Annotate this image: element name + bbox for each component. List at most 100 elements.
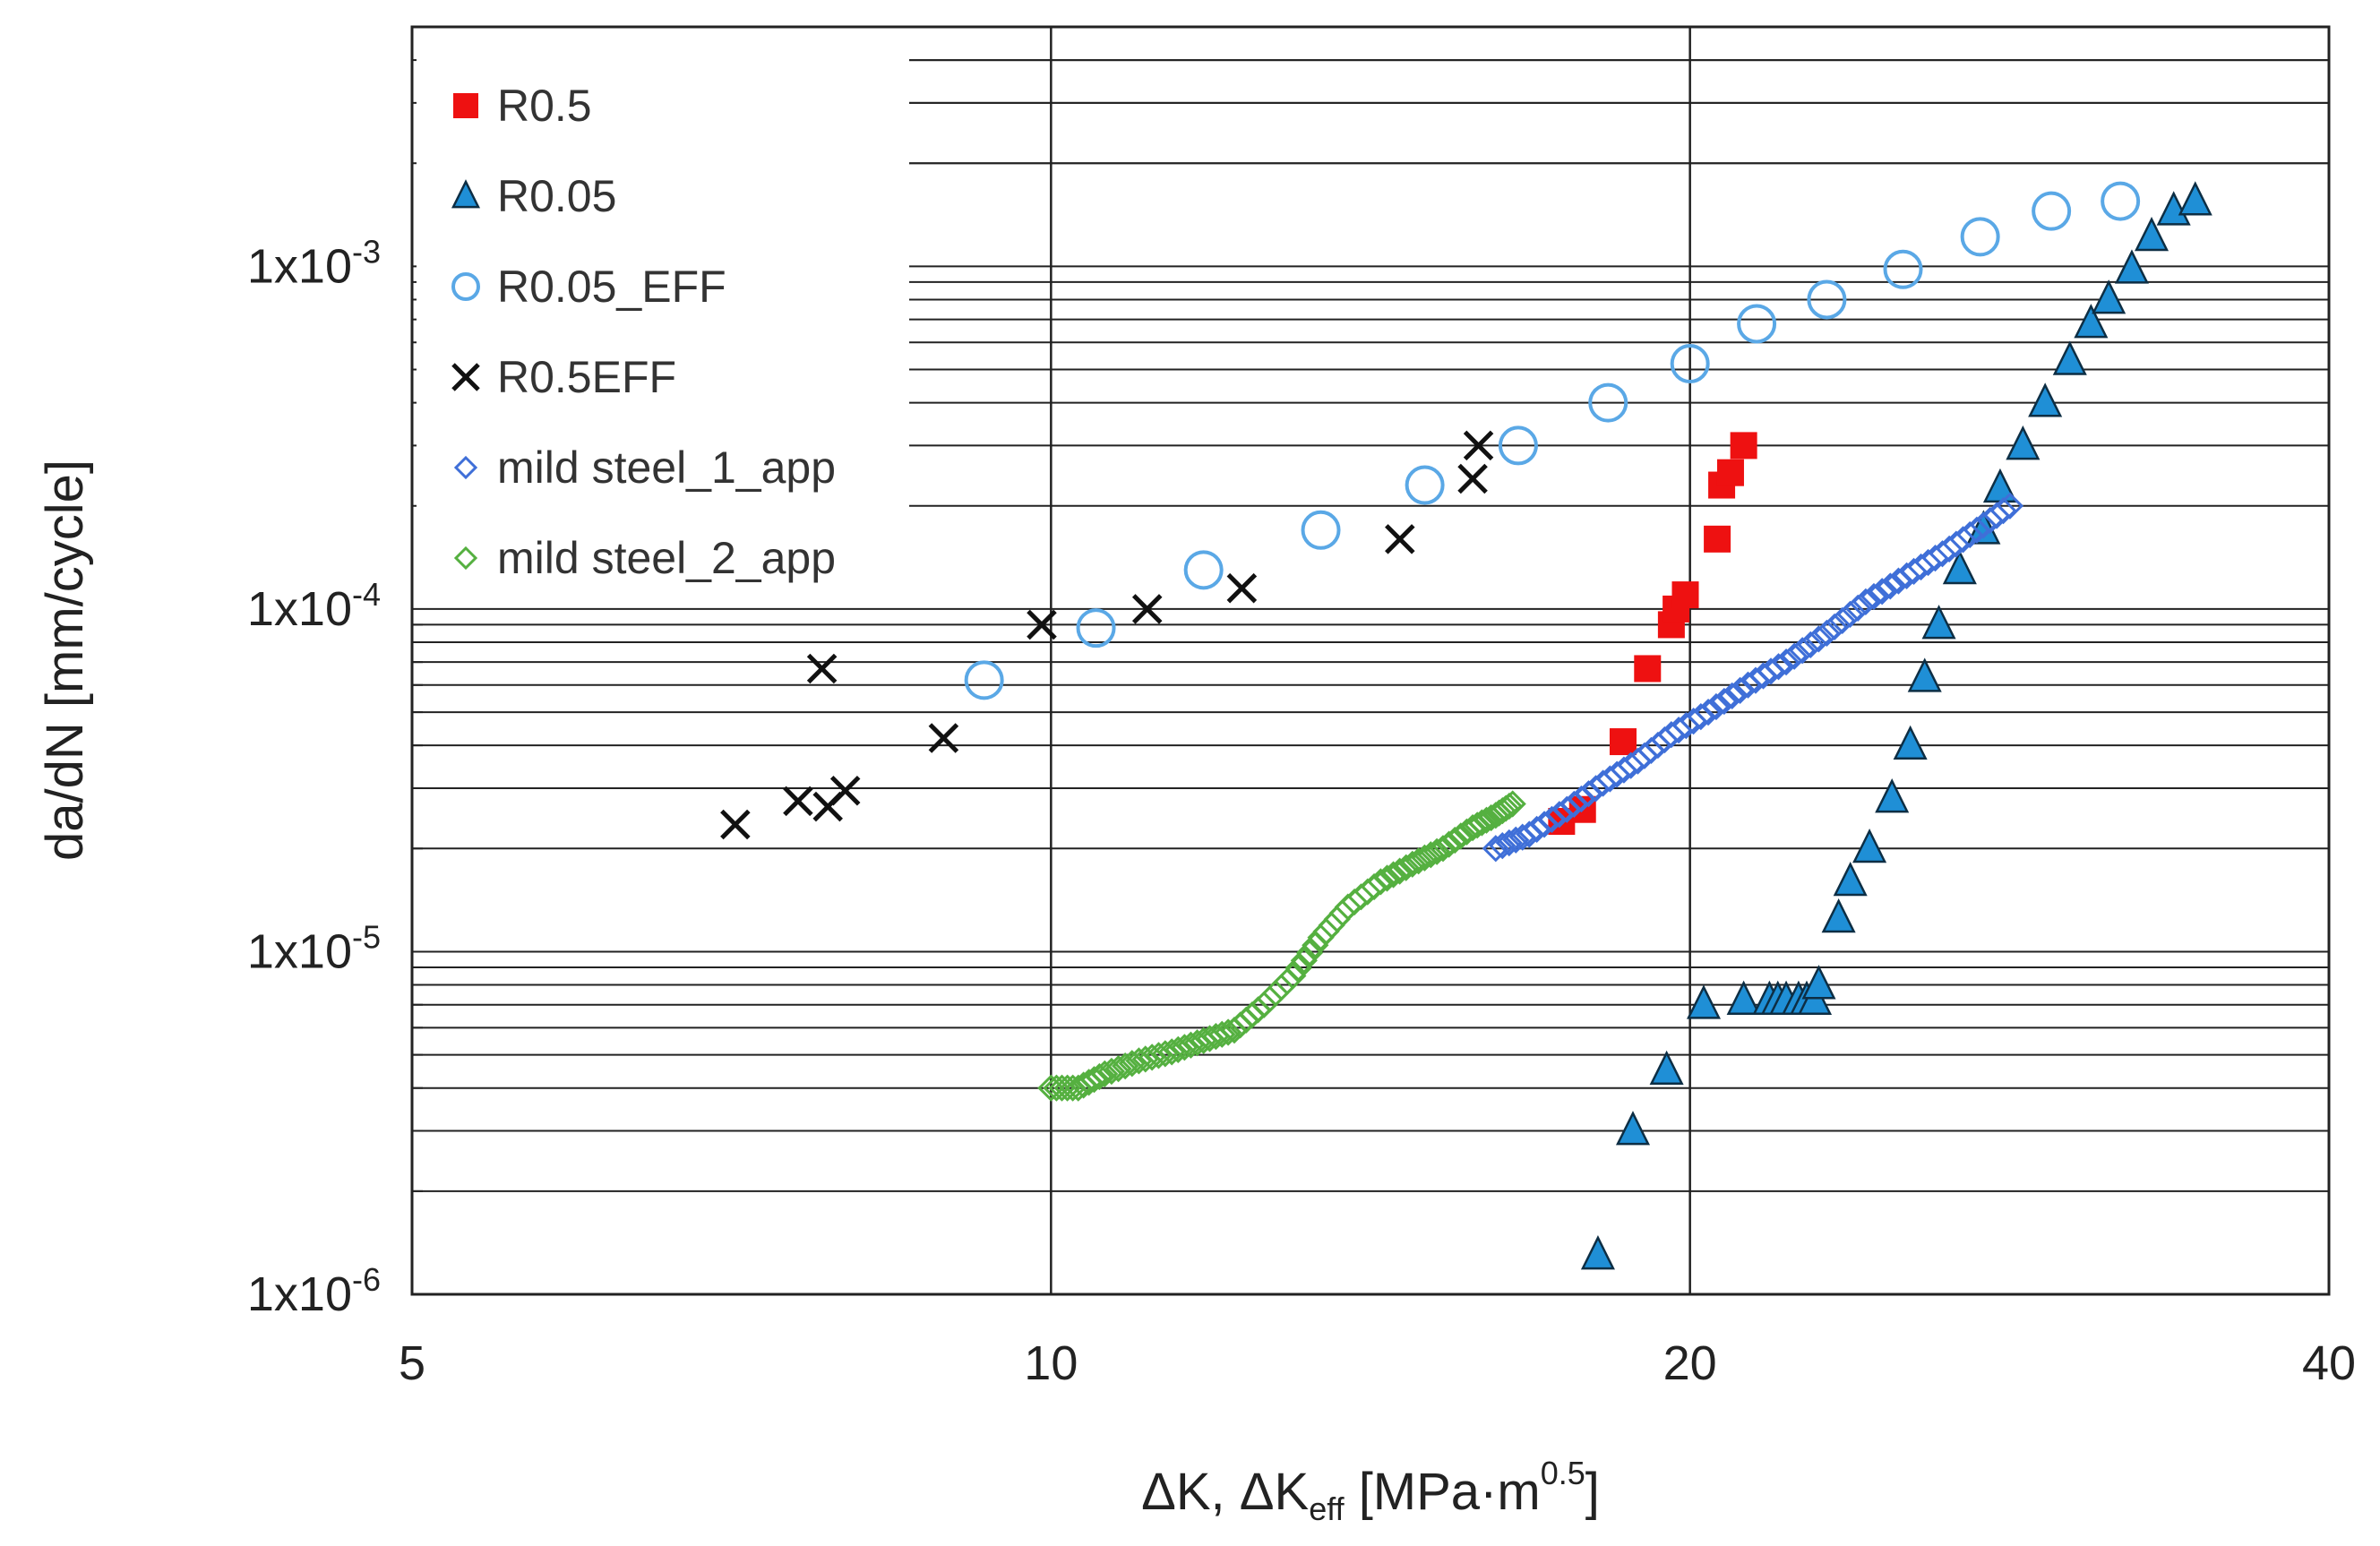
data-point-r0-5eff — [1226, 572, 1258, 604]
data-point-r0-05 — [2074, 304, 2109, 339]
data-point-r0-05-eff — [964, 660, 1004, 700]
legend: R0.5 R0.05 R0.05_EFF R0.5EFF mild steel_1_ap… — [417, 31, 909, 583]
legend-background — [417, 31, 909, 582]
data-point-mild-steel-1-app — [1828, 606, 1856, 635]
x-tick-label: 20 — [1663, 1336, 1717, 1390]
data-point-mild-steel-2-app — [1171, 1034, 1199, 1061]
data-point-mild-steel-1-app — [1726, 676, 1754, 704]
data-point-mild-steel-1-app — [1495, 829, 1523, 857]
x-stroke — [720, 809, 751, 840]
y-tick-labels: 1x10-6 1x10-5 1x10-4 1x10-3 — [247, 233, 381, 1321]
data-point-r0-05 — [1615, 1111, 1651, 1146]
x-stroke — [1457, 463, 1488, 494]
data-point-mild-steel-1-app — [1877, 572, 1904, 600]
data-point-r0-05-eff — [1498, 425, 1538, 466]
data-point-mild-steel-1-app — [1836, 600, 1864, 628]
data-point-mild-steel-1-app — [1820, 613, 1849, 641]
data-point-mild-steel-2-app — [1458, 813, 1487, 842]
data-point-r0-05-eff — [1960, 217, 2000, 257]
data-point-mild-steel-2-app — [1473, 806, 1500, 834]
data-point-r0-05 — [1942, 549, 1977, 585]
data-point-r0-05 — [1821, 898, 1856, 933]
data-point-mild-steel-1-app — [1781, 642, 1809, 670]
data-point-mild-steel-2-app — [1091, 1060, 1119, 1087]
data-point-mild-steel-2-app — [1177, 1031, 1205, 1059]
legend-label-mild-steel-2-app: mild steel_2_app — [497, 533, 836, 583]
data-point-mild-steel-1-app — [1860, 582, 1888, 611]
data-point-r0-05-eff — [1405, 465, 1445, 505]
data-point-r0-5 — [1634, 655, 1662, 683]
series-r0-05 — [1580, 181, 2212, 1270]
data-point-r0-5eff — [1131, 594, 1163, 624]
grid — [412, 26, 2329, 1295]
data-point-mild-steel-1-app — [1718, 682, 1746, 710]
data-point-mild-steel-2-app — [1464, 812, 1491, 839]
data-point-mild-steel-2-app — [1379, 861, 1407, 889]
x-axis-title-unit: [MPa·m — [1345, 1463, 1541, 1521]
data-point-r0-05 — [1875, 778, 1910, 813]
series-r0-5eff — [720, 430, 1494, 840]
x-stroke — [806, 653, 838, 684]
x-axis-title-superscript: 0.5 — [1541, 1455, 1585, 1491]
data-point-r0-05 — [2092, 279, 2127, 314]
data-point-mild-steel-2-app — [1118, 1050, 1146, 1078]
data-point-mild-steel-2-app — [1423, 837, 1451, 865]
data-point-mild-steel-1-app — [1852, 588, 1879, 615]
data-point-mild-steel-1-app — [1687, 702, 1714, 731]
data-point-r0-05-eff — [1076, 608, 1116, 648]
data-point-mild-steel-1-app — [1502, 826, 1530, 854]
data-point-mild-steel-2-app — [1112, 1052, 1139, 1080]
data-point-r0-05 — [1893, 725, 1928, 760]
data-point-r0-5eff — [783, 786, 813, 817]
data-point-r0-05 — [2052, 340, 2087, 375]
data-point-r0-05-eff — [1883, 249, 1923, 289]
x-stroke — [928, 723, 959, 753]
x-tick-label: 5 — [399, 1336, 425, 1390]
data-point-mild-steel-2-app — [1214, 1018, 1242, 1046]
y-tick-label: 1x10-5 — [247, 918, 381, 978]
data-point-mild-steel-2-app — [1367, 868, 1395, 896]
data-point-mild-steel-1-app — [1482, 835, 1509, 863]
x-axis-title-main: ΔK, ΔK — [1141, 1463, 1309, 1521]
legend-label-r0-5eff: R0.5EFF — [497, 352, 676, 402]
legend-marker-mild-steel-2-app — [453, 545, 478, 571]
legend-marker-r0-05 — [451, 179, 481, 209]
data-point-mild-steel-2-app — [1145, 1042, 1173, 1069]
x-stroke — [451, 363, 480, 391]
data-point-r0-05 — [1833, 862, 1868, 897]
x-axis-title-close: ] — [1585, 1463, 1600, 1521]
series-r0-5 — [1548, 432, 1757, 836]
data-point-mild-steel-2-app — [1435, 830, 1463, 858]
data-point-r0-05-eff — [1807, 279, 1847, 320]
data-point-r0-5 — [1704, 525, 1731, 553]
data-point-mild-steel-1-app — [1710, 687, 1738, 716]
data-point-mild-steel-1-app — [1996, 492, 2024, 520]
data-point-mild-steel-2-app — [1411, 844, 1439, 872]
data-point-r0-05-eff — [2032, 191, 2072, 231]
y-tick-label: 1x10-6 — [247, 1261, 381, 1321]
data-point-r0-05-eff — [2101, 181, 2141, 221]
data-point-mild-steel-2-app — [1417, 841, 1445, 869]
data-point-mild-steel-1-app — [1702, 692, 1731, 721]
y-tick-label: 1x10-4 — [247, 576, 381, 636]
data-point-mild-steel-2-app — [1097, 1057, 1126, 1086]
data-point-mild-steel-2-app — [1392, 854, 1420, 881]
y-tick-label: 1x10-3 — [247, 233, 381, 293]
legend-label-r0-05-eff: R0.05_EFF — [497, 262, 726, 312]
series-r0-05-eff — [964, 181, 2141, 700]
data-point-mild-steel-2-app — [1285, 954, 1312, 983]
data-point-r0-05-eff — [1301, 510, 1341, 550]
data-point-mild-steel-1-app — [1789, 637, 1817, 665]
legend-marker-r0-05-eff — [451, 272, 480, 301]
data-point-r0-05-eff — [1183, 550, 1224, 590]
plot-frame — [410, 25, 2331, 1296]
x-stroke — [783, 786, 813, 817]
data-point-mild-steel-1-app — [1805, 625, 1833, 653]
series-mild-steel-2-app — [1037, 790, 1526, 1102]
data-point-mild-steel-2-app — [1279, 962, 1307, 990]
data-point-r0-05 — [2135, 216, 2169, 252]
data-point-mild-steel-2-app — [1429, 835, 1457, 863]
data-point-r0-05 — [1686, 984, 1722, 1019]
x-tick-label: 10 — [1024, 1336, 1078, 1390]
